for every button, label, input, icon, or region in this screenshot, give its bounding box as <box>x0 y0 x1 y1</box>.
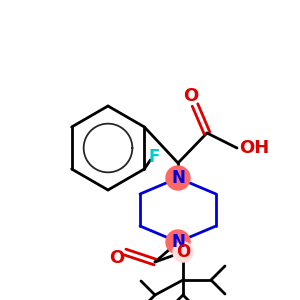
Circle shape <box>173 242 193 262</box>
Circle shape <box>166 166 190 190</box>
Text: N: N <box>171 169 185 187</box>
Text: OH: OH <box>239 139 269 157</box>
Text: O: O <box>110 249 124 267</box>
Text: N: N <box>171 233 185 251</box>
Text: O: O <box>176 243 190 261</box>
Circle shape <box>166 230 190 254</box>
Text: O: O <box>183 87 199 105</box>
Text: F: F <box>149 148 160 166</box>
